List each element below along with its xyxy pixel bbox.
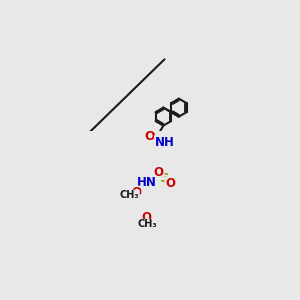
- Text: NH: NH: [154, 136, 174, 149]
- Text: CH₃: CH₃: [137, 219, 157, 229]
- Text: O: O: [131, 186, 141, 199]
- Text: CH₃: CH₃: [120, 190, 139, 200]
- Text: HN: HN: [136, 176, 156, 189]
- Text: O: O: [154, 166, 164, 179]
- Text: O: O: [165, 177, 175, 190]
- Text: O: O: [142, 211, 152, 224]
- Text: O: O: [145, 130, 155, 143]
- Text: S: S: [160, 172, 169, 185]
